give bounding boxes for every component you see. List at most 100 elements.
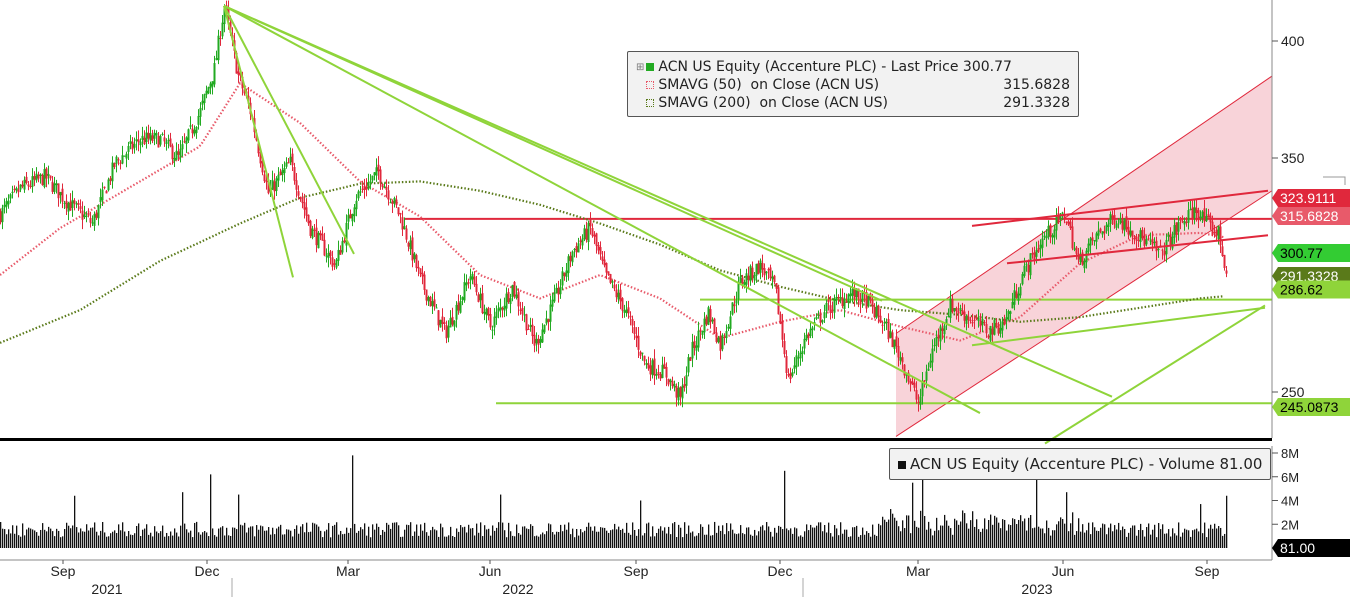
candle [119, 162, 122, 164]
candle [1055, 216, 1058, 231]
volume-bar [1082, 524, 1084, 548]
candle [105, 190, 108, 194]
sma200-swatch [646, 99, 655, 107]
volume-bar [726, 523, 728, 548]
volume-bar [578, 535, 580, 548]
candle [593, 234, 596, 237]
candle [139, 141, 142, 146]
price-tick-label: 250 [1281, 384, 1305, 400]
candle [1221, 246, 1224, 256]
volume-bar [1144, 536, 1146, 548]
volume-bar [1052, 530, 1054, 548]
candle [517, 292, 520, 307]
volume-bar [416, 524, 418, 548]
candle [871, 299, 874, 307]
volume-bar [670, 534, 672, 548]
candle [53, 183, 56, 192]
candle [7, 200, 10, 205]
candle [755, 263, 758, 276]
volume-bar [1018, 519, 1020, 548]
volume-bar [138, 523, 140, 548]
candle [337, 249, 340, 261]
month-label: Dec [195, 563, 220, 579]
collapse-icon[interactable]: ⊞ [636, 61, 645, 73]
channel-lower-line [895, 190, 1273, 437]
candle [309, 220, 312, 236]
candle [691, 342, 694, 359]
volume-bar [516, 524, 518, 548]
candle [223, 6, 226, 25]
candle [163, 137, 166, 142]
candle [697, 330, 700, 348]
volume-bar [956, 520, 958, 548]
candle [427, 297, 430, 302]
candle [521, 307, 524, 315]
candle [983, 321, 986, 324]
candle [1031, 253, 1034, 255]
volume-tick-label: 2M [1281, 517, 1299, 532]
candle [1145, 239, 1148, 245]
candle [103, 186, 106, 189]
candle [1115, 224, 1118, 228]
volume-bar [482, 536, 484, 548]
volume-bar [150, 532, 152, 548]
volume-bar [930, 528, 932, 548]
candle [825, 302, 828, 312]
candle [877, 305, 880, 317]
volume-bar [294, 528, 296, 548]
volume-bar [894, 517, 896, 548]
candle [277, 174, 280, 181]
candle [599, 247, 602, 255]
candle [437, 310, 440, 326]
volume-bar [330, 537, 332, 548]
volume-bar [1108, 527, 1110, 548]
volume-bar [574, 537, 576, 548]
volume-bar [842, 533, 844, 548]
candle [917, 401, 920, 404]
candle [351, 214, 354, 222]
volume-bar [1156, 537, 1158, 548]
candle [583, 228, 586, 240]
volume-bar [308, 532, 310, 548]
volume-bar [532, 525, 534, 548]
candle [1065, 221, 1068, 223]
volume-bar [576, 529, 578, 548]
volume-bar [1106, 534, 1108, 548]
candle [111, 162, 114, 182]
volume-bar [126, 536, 128, 548]
volume-bar [952, 534, 954, 548]
candle [419, 268, 422, 274]
candle [761, 262, 764, 270]
candle [849, 293, 852, 297]
year-label: 2021 [91, 581, 122, 597]
volume-bar [1054, 530, 1056, 548]
channel-fill [896, 76, 1272, 437]
volume-bar [1096, 530, 1098, 548]
candle [833, 298, 836, 313]
candle [411, 237, 414, 261]
volume-bar [348, 532, 350, 548]
candle [829, 305, 832, 313]
volume-bar [22, 523, 24, 548]
volume-bar [448, 535, 450, 548]
candle [65, 200, 68, 209]
candle [69, 201, 72, 211]
candle [1087, 243, 1090, 252]
candle [701, 331, 704, 335]
volume-bar [34, 530, 36, 548]
volume-bar [398, 525, 400, 548]
volume-bar [570, 534, 572, 548]
candle [769, 267, 772, 279]
candle [995, 322, 998, 327]
volume-bar [512, 535, 514, 548]
volume-bar [100, 530, 102, 548]
candle [1199, 216, 1202, 218]
candle [43, 169, 46, 188]
candle [1053, 229, 1056, 238]
volume-bar [452, 536, 454, 548]
volume-bar [974, 526, 976, 548]
candle [1177, 222, 1180, 232]
volume-bar [132, 535, 134, 548]
volume-bar [80, 528, 82, 548]
